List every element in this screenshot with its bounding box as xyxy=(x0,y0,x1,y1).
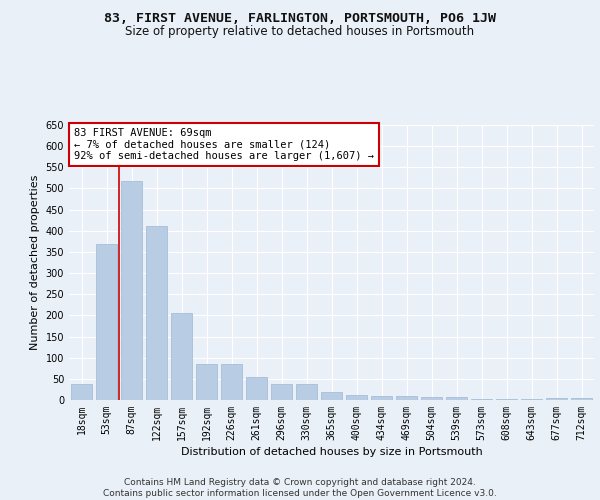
Bar xyxy=(471,398,492,400)
Text: 83 FIRST AVENUE: 69sqm
← 7% of detached houses are smaller (124)
92% of semi-det: 83 FIRST AVENUE: 69sqm ← 7% of detached … xyxy=(74,128,374,161)
Bar xyxy=(146,226,167,400)
Bar xyxy=(96,244,117,400)
Y-axis label: Number of detached properties: Number of detached properties xyxy=(30,175,40,350)
Bar xyxy=(421,397,442,400)
Bar xyxy=(521,398,542,400)
Bar xyxy=(571,398,592,400)
Bar xyxy=(496,398,517,400)
Bar xyxy=(121,182,142,400)
Bar xyxy=(446,398,467,400)
Text: Size of property relative to detached houses in Portsmouth: Size of property relative to detached ho… xyxy=(125,25,475,38)
Text: Contains HM Land Registry data © Crown copyright and database right 2024.
Contai: Contains HM Land Registry data © Crown c… xyxy=(103,478,497,498)
Bar xyxy=(246,377,267,400)
Bar xyxy=(546,398,567,400)
Bar xyxy=(296,384,317,400)
Bar xyxy=(196,364,217,400)
Bar xyxy=(346,396,367,400)
Bar xyxy=(321,392,342,400)
Bar xyxy=(221,364,242,400)
Bar xyxy=(171,313,192,400)
Text: 83, FIRST AVENUE, FARLINGTON, PORTSMOUTH, PO6 1JW: 83, FIRST AVENUE, FARLINGTON, PORTSMOUTH… xyxy=(104,12,496,26)
Bar xyxy=(371,396,392,400)
Bar xyxy=(71,384,92,400)
Bar xyxy=(271,384,292,400)
Bar xyxy=(396,396,417,400)
X-axis label: Distribution of detached houses by size in Portsmouth: Distribution of detached houses by size … xyxy=(181,447,482,457)
